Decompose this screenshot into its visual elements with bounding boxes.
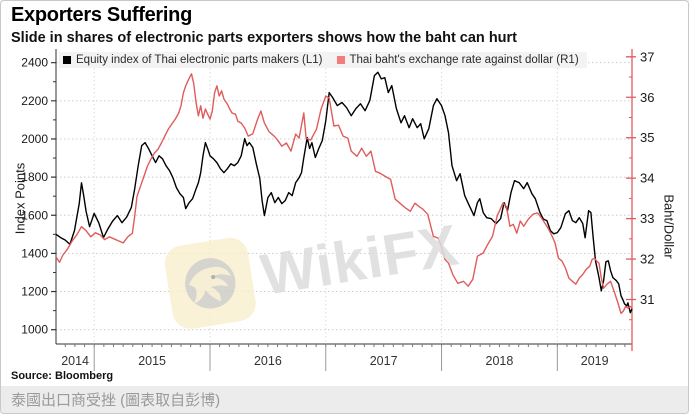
svg-text:2019: 2019 [581,354,609,368]
svg-text:2014: 2014 [61,354,89,368]
equity-series-swatch-icon [63,56,71,64]
svg-text:1200: 1200 [21,285,48,299]
legend-item-baht: Thai baht's exchange rate against dollar… [336,54,579,66]
chart-legend: Equity index of Thai electronic parts ma… [59,52,587,68]
page-title: Exporters Suffering [11,4,192,26]
eagle-icon [185,258,236,309]
svg-text:33: 33 [640,211,654,226]
chart-subtitle: Slide in shares of electronic parts expo… [11,30,518,46]
legend-label-baht: Thai baht's exchange rate against dollar… [349,54,579,66]
svg-text:32: 32 [640,252,654,267]
legend-item-equity: Equity index of Thai electronic parts ma… [63,54,323,66]
baht-series-swatch-icon [336,56,345,64]
svg-text:2016: 2016 [254,354,282,368]
watermark-text: WikiFX [256,211,464,308]
caption-bar: 泰國出口商受挫 (圖表取自彭博) [1,386,688,413]
svg-text:1000: 1000 [21,323,48,337]
svg-text:2017: 2017 [370,354,398,368]
left-axis-title: Index Points [12,162,28,235]
svg-text:2200: 2200 [21,94,48,108]
svg-text:34: 34 [640,171,654,186]
source-label: Source: Bloomberg [11,370,114,382]
svg-text:2018: 2018 [486,354,514,368]
svg-text:31: 31 [640,292,654,307]
right-axis-title: Baht/Dollar [661,194,677,259]
svg-text:2400: 2400 [21,56,48,70]
wikifx-logo-badge [162,235,259,332]
svg-text:35: 35 [640,130,654,145]
watermark: WikiFX [162,203,464,332]
legend-label-equity: Equity index of Thai electronic parts ma… [76,54,323,66]
svg-text:2015: 2015 [138,354,166,368]
svg-text:36: 36 [640,90,654,105]
svg-text:37: 37 [640,49,654,64]
